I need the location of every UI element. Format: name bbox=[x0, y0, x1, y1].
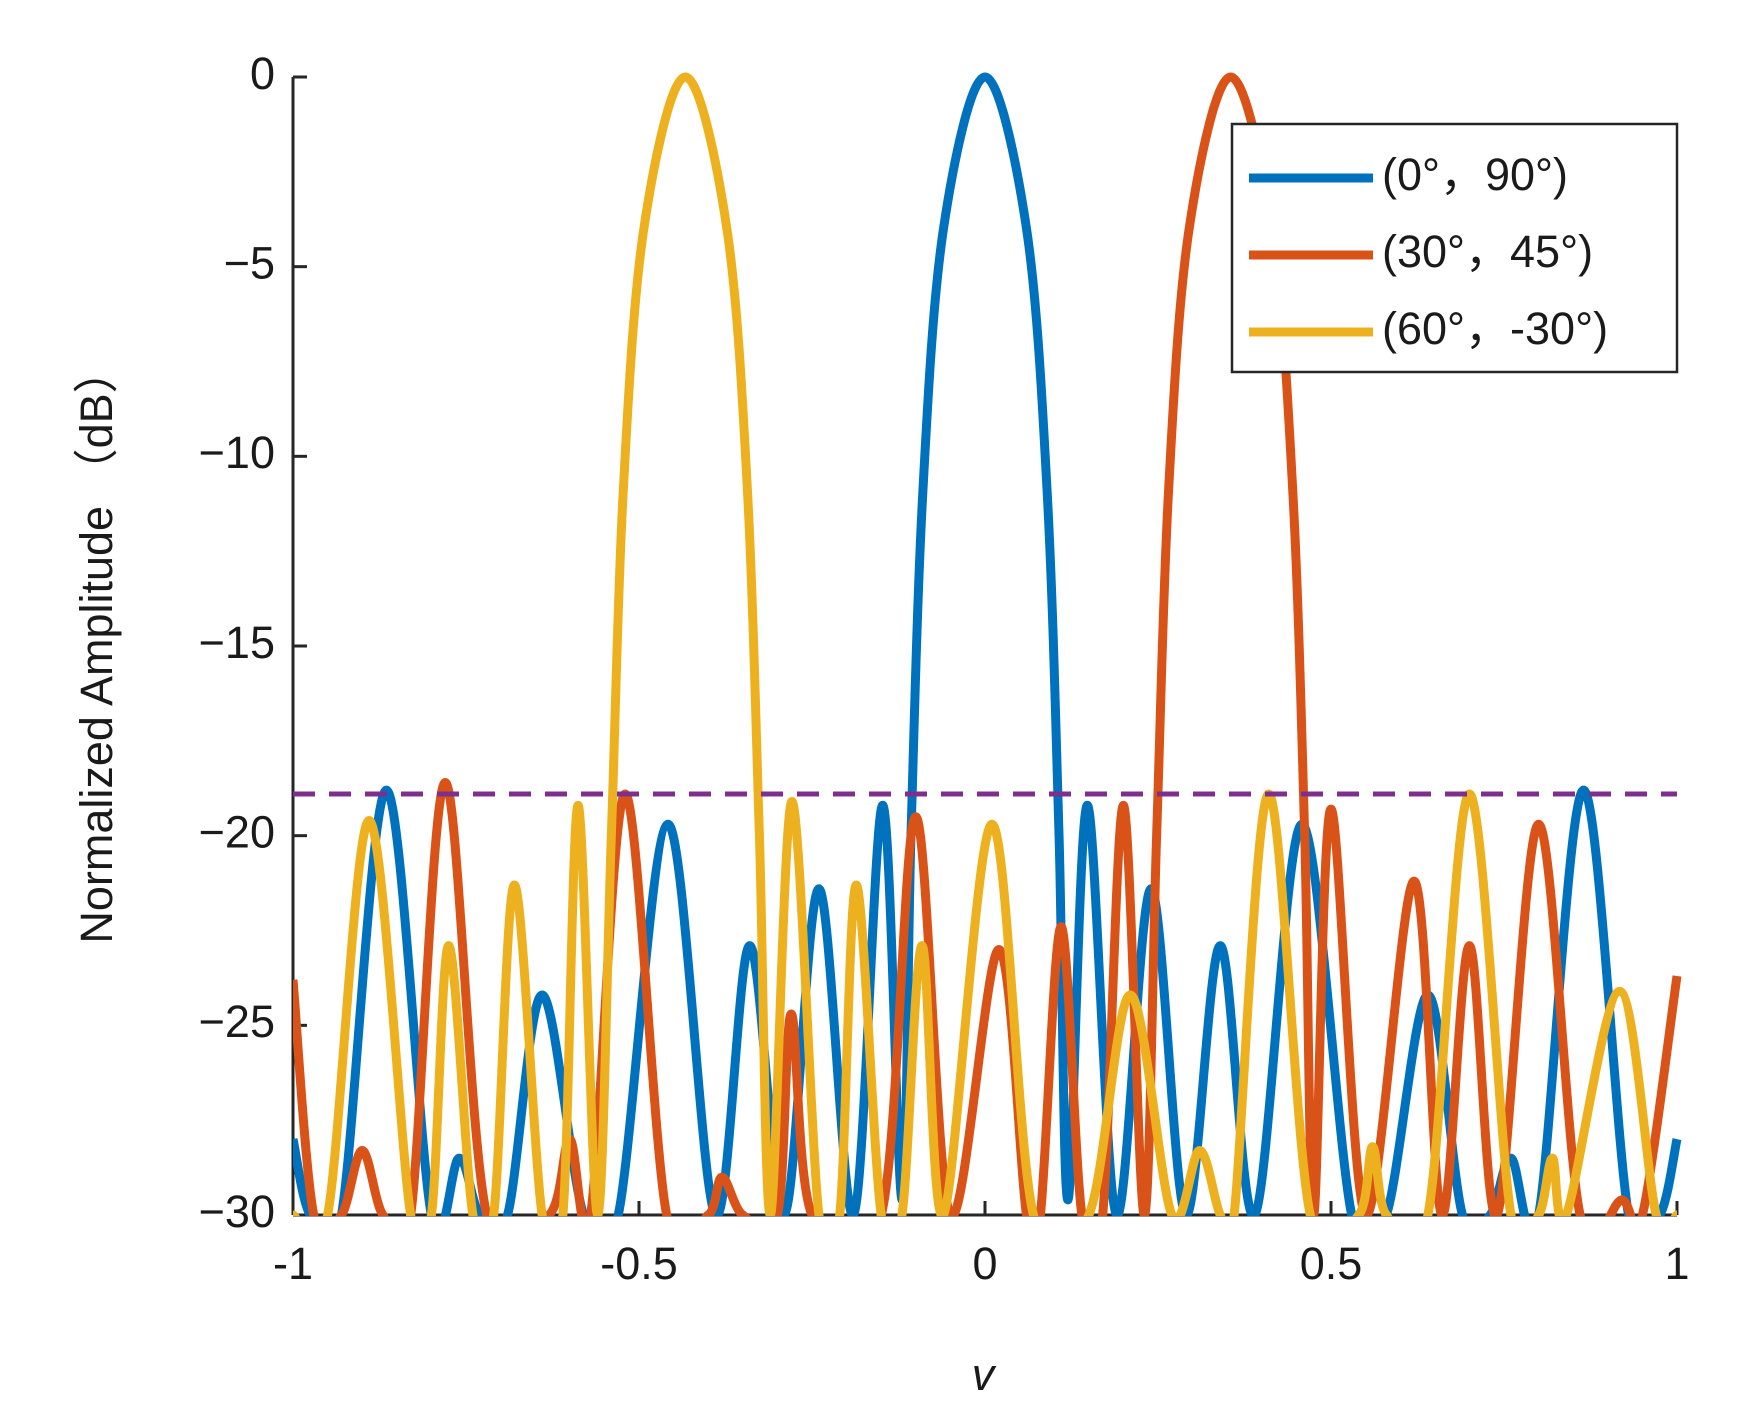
y-tick-label: −5 bbox=[224, 238, 275, 289]
series-line bbox=[293, 72, 1682, 1216]
x-tick-label: 1 bbox=[1664, 1238, 1689, 1289]
x-tick-label: -1 bbox=[273, 1238, 313, 1289]
y-tick-label: −15 bbox=[199, 617, 275, 668]
y-tick-label: −30 bbox=[199, 1186, 275, 1237]
y-axis-label: Normalized Amplitude （dB） bbox=[71, 348, 122, 943]
series-line bbox=[293, 72, 1682, 1216]
x-tick-label: 0 bbox=[972, 1238, 997, 1289]
legend-label: (30°，45°) bbox=[1382, 226, 1593, 277]
y-tick-label: −25 bbox=[199, 996, 275, 1047]
x-tick-label: -0.5 bbox=[600, 1238, 678, 1289]
y-tick-label: −10 bbox=[199, 427, 275, 478]
y-tick-label: −20 bbox=[199, 807, 275, 858]
x-axis-label: v bbox=[972, 1349, 997, 1400]
legend-label: (60°，-30°) bbox=[1382, 303, 1608, 354]
series-line bbox=[293, 72, 1682, 1216]
y-tick-label: 0 bbox=[250, 48, 275, 99]
legend-label: (0°，90°) bbox=[1382, 149, 1568, 200]
plot-area bbox=[293, 72, 1682, 1216]
x-tick-label: 0.5 bbox=[1300, 1238, 1363, 1289]
